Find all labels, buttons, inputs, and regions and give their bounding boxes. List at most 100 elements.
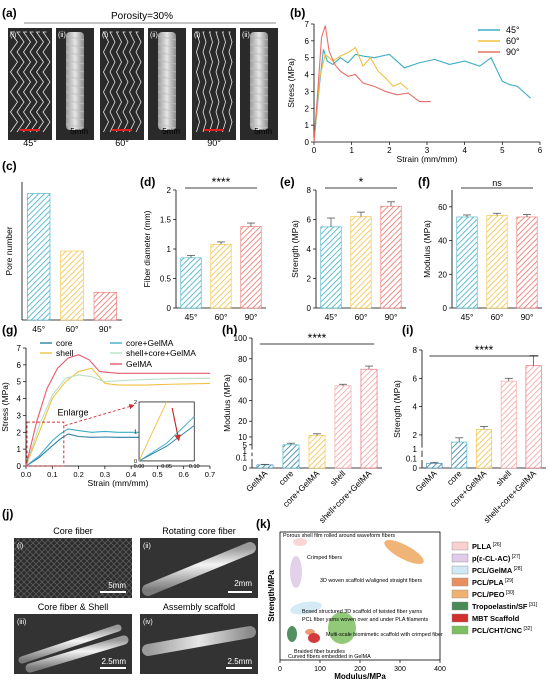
y-tick-label: 20 (238, 417, 247, 426)
fiber-line (228, 31, 233, 133)
y-tick-label: 0 (167, 304, 172, 313)
annotation-6: Braided fiber bundles (294, 649, 345, 655)
render-texture (249, 35, 269, 41)
fiber-line (35, 31, 44, 133)
legend-ref: [27] (510, 554, 520, 560)
legend-label: PCL/PLA [29] (472, 578, 514, 587)
y-axis-label: Stress (MPa) (0, 382, 10, 432)
x-tick-label: 0.0 (21, 470, 31, 479)
legend-ref: [26] (491, 542, 501, 548)
x-tick-label: 5 (500, 146, 505, 155)
y-tick-label: 3 (305, 87, 310, 96)
bar-1 (60, 250, 84, 321)
x-tick-label: GelMA (413, 468, 439, 494)
x-tick-label: 0.5 (152, 470, 162, 479)
angle-label: 90° (207, 138, 221, 148)
significance-label: **** (212, 175, 231, 189)
bar-1 (350, 216, 372, 309)
plot-frame (279, 531, 441, 661)
render-texture (249, 59, 269, 65)
bar-4 (525, 365, 542, 469)
significance-label: * (359, 175, 364, 189)
legend-swatch (451, 541, 469, 551)
significance-label: ns (492, 178, 502, 188)
x-tick-label: 1 (349, 146, 354, 155)
legend-label: 60° (506, 36, 520, 46)
x-axis-label: Modulus/MPa (334, 672, 386, 680)
bar-1 (282, 444, 300, 469)
fiber-line (195, 31, 200, 133)
photo-wireframe (100, 28, 144, 140)
data-region-6 (308, 633, 320, 643)
render-texture (157, 51, 177, 57)
chart-k: Strength/MPa Modulus/MPa 0 100 200 300 400 Poro… (267, 531, 538, 680)
annotation-4: PCL fiber yarns woven over and under PLA… (302, 617, 429, 623)
sub-label-j-ii: (ii) (143, 543, 151, 550)
x-tick-label: 45° (461, 312, 474, 322)
x-tick-label: 45° (32, 324, 45, 334)
chart-c: Pore number 45° 60° 90° (4, 182, 122, 334)
significance-label: **** (475, 343, 494, 357)
inset-x-tick-label: 0.00 (134, 464, 145, 470)
y-tick-label: 6 (305, 37, 310, 46)
legend-ref: [31] (527, 602, 537, 608)
x-tick-label: 100 (314, 666, 326, 673)
sub-label-j-iii: (iii) (17, 619, 26, 626)
bar-0 (256, 464, 274, 469)
x-tick-label: 2 (387, 146, 392, 155)
bar-2 (516, 216, 538, 309)
data-region-2 (290, 601, 322, 615)
fiber-line (9, 31, 18, 133)
bar-0 (456, 216, 478, 309)
bar-0 (180, 257, 202, 309)
legend-label: PCL/PEO [30] (472, 590, 515, 599)
y-tick-label: 4 (305, 71, 310, 80)
fiber-line (115, 31, 122, 133)
significance-label: **** (308, 331, 327, 345)
y-tick-label: 80 (238, 355, 247, 364)
x-tick-label: 0.2 (73, 470, 83, 479)
x-tick-label: shell (494, 468, 514, 488)
y-tick-label: 1 (17, 445, 22, 454)
legend-label: p(ε-CL-AC) [27] (472, 554, 521, 563)
caption-assembly-scaffold: Assembly scaffold (163, 602, 235, 612)
y-axis-label: Stress (MPa) (286, 58, 296, 108)
y-tick-label: 0 (305, 138, 310, 147)
render-texture (65, 59, 85, 65)
chart-d: Fiber diameter (mm) 0 0.5 1 1.5 2 45° 60° 90° ***… (142, 175, 266, 322)
legend-swatch (451, 589, 469, 599)
x-tick-label: 0.6 (178, 470, 188, 479)
x-tick-label: 90° (385, 312, 398, 322)
fiber-line (29, 31, 38, 133)
fiber-line (109, 31, 116, 133)
panel-label-d: (d) (140, 175, 155, 189)
y-tick-label: 40 (438, 237, 447, 246)
bar-1 (451, 441, 468, 469)
bar-0 (426, 462, 443, 469)
sub-label: (ii) (242, 32, 250, 39)
series-line-3 (25, 374, 210, 467)
sub-label: (i) (194, 32, 200, 39)
bar-3 (334, 385, 352, 469)
legend-swatch (451, 577, 469, 587)
y-tick-label: 1 (167, 245, 172, 254)
series-line-2 (313, 25, 431, 143)
render-texture (157, 59, 177, 65)
y-tick-label: 6 (307, 216, 312, 225)
x-tick-label: 90° (99, 324, 112, 334)
data-region-7 (328, 612, 356, 644)
x-tick-label: 60° (215, 312, 228, 322)
legend-ref: [32] (522, 626, 532, 632)
panel-label-a: (a) (2, 6, 17, 20)
y-tick-label: 1.5 (160, 216, 172, 225)
annotation-0: Porous shell film rolled around waveform… (283, 533, 395, 539)
render-texture (157, 99, 177, 105)
x-tick-label: 60° (66, 324, 79, 334)
sub-label: (ii) (150, 32, 158, 39)
y-tick-label: 40 (238, 396, 247, 405)
y-axis-label: Modulus (MPa) (222, 374, 232, 432)
series-line-0 (313, 49, 531, 143)
y-tick-label: 6 (17, 361, 22, 370)
